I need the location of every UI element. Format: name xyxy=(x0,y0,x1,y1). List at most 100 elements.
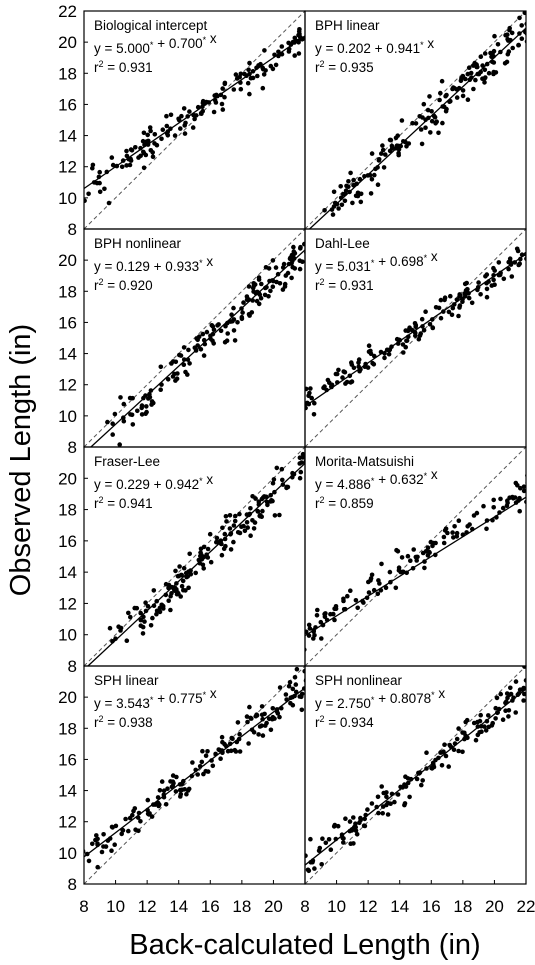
data-point xyxy=(129,412,135,418)
data-point xyxy=(305,405,308,411)
data-point xyxy=(270,716,275,722)
data-point xyxy=(224,338,230,344)
data-point xyxy=(210,763,216,769)
data-point xyxy=(336,10,341,15)
data-point xyxy=(233,513,238,519)
data-point xyxy=(351,177,356,183)
y-tick-label: 12 xyxy=(58,813,77,832)
y-tick-label: 12 xyxy=(58,594,77,613)
data-point xyxy=(350,200,355,206)
panel-2: BPH linear y = 0.202 + 0.941* x r2 = 0.935 xyxy=(304,10,527,230)
data-point xyxy=(474,510,480,516)
data-point xyxy=(331,611,336,617)
data-point xyxy=(444,92,449,98)
data-point xyxy=(126,610,131,616)
data-point xyxy=(347,819,353,824)
y-tick-label: 20 xyxy=(58,33,77,52)
data-point xyxy=(260,65,266,71)
data-point xyxy=(503,708,508,713)
data-point xyxy=(355,605,361,611)
data-point xyxy=(247,313,252,318)
data-point xyxy=(290,648,295,653)
data-point xyxy=(493,716,498,721)
data-point xyxy=(173,789,179,794)
r-squared: r2 = 0.931 xyxy=(315,277,374,293)
plot-area xyxy=(77,666,305,884)
data-point xyxy=(151,400,156,406)
data-point xyxy=(138,610,143,616)
data-point xyxy=(136,155,141,160)
data-point xyxy=(309,34,314,39)
data-point xyxy=(150,154,156,159)
r-squared: r2 = 0.931 xyxy=(94,59,153,75)
data-point xyxy=(522,11,526,16)
y-tick-label: 18 xyxy=(58,719,77,738)
data-point xyxy=(107,625,113,631)
y-tick-label: 10 xyxy=(58,407,77,426)
data-point xyxy=(463,76,468,82)
data-point xyxy=(148,623,154,628)
data-point xyxy=(462,291,467,296)
data-point xyxy=(110,421,115,427)
y-tick-label: 20 xyxy=(58,688,77,707)
data-point xyxy=(443,753,449,759)
data-point xyxy=(178,794,183,799)
data-point xyxy=(369,151,375,156)
data-point xyxy=(149,814,155,819)
regression-equation: y = 3.543* + 0.775* x xyxy=(94,686,217,711)
data-point xyxy=(151,588,157,593)
data-point xyxy=(260,733,266,738)
y-tick-label: 10 xyxy=(58,626,77,645)
data-point xyxy=(383,152,388,157)
data-point xyxy=(157,788,163,793)
data-point xyxy=(298,244,303,250)
data-point xyxy=(318,619,324,625)
data-point xyxy=(322,208,327,213)
data-point xyxy=(473,77,478,83)
data-point xyxy=(394,547,399,553)
data-point xyxy=(519,23,524,28)
data-point xyxy=(208,559,214,565)
data-point xyxy=(295,418,300,423)
data-point xyxy=(375,794,381,800)
data-point xyxy=(501,276,507,282)
data-point xyxy=(494,695,500,701)
data-point xyxy=(399,118,405,123)
data-point xyxy=(225,748,231,754)
data-point xyxy=(186,585,191,591)
data-point xyxy=(179,583,185,589)
data-point xyxy=(336,367,341,373)
data-point xyxy=(307,390,312,396)
data-point xyxy=(475,732,481,738)
data-point xyxy=(251,526,257,531)
data-point xyxy=(500,717,506,722)
data-point xyxy=(438,297,444,303)
data-point xyxy=(349,379,355,384)
data-point xyxy=(205,769,211,774)
data-point xyxy=(118,395,123,400)
data-point xyxy=(522,691,526,697)
data-point xyxy=(309,8,314,13)
x-axis-label: Back-calculated Length (in) xyxy=(129,929,480,961)
data-point xyxy=(530,477,535,482)
data-point xyxy=(159,136,164,142)
y-tick-label: 16 xyxy=(58,750,77,769)
data-point xyxy=(94,833,99,838)
data-point xyxy=(245,80,251,86)
data-point xyxy=(484,286,490,292)
data-point xyxy=(422,565,427,571)
data-point xyxy=(147,391,152,397)
data-point xyxy=(173,568,178,574)
data-point xyxy=(200,748,205,754)
data-point xyxy=(440,104,446,109)
data-point xyxy=(154,142,160,148)
data-point xyxy=(220,107,226,112)
data-point xyxy=(166,598,171,603)
data-point xyxy=(427,94,432,99)
data-point xyxy=(126,828,131,834)
data-point xyxy=(237,511,242,517)
data-point xyxy=(249,310,255,315)
data-point xyxy=(77,848,82,853)
data-point xyxy=(471,86,476,92)
data-point xyxy=(479,729,484,734)
